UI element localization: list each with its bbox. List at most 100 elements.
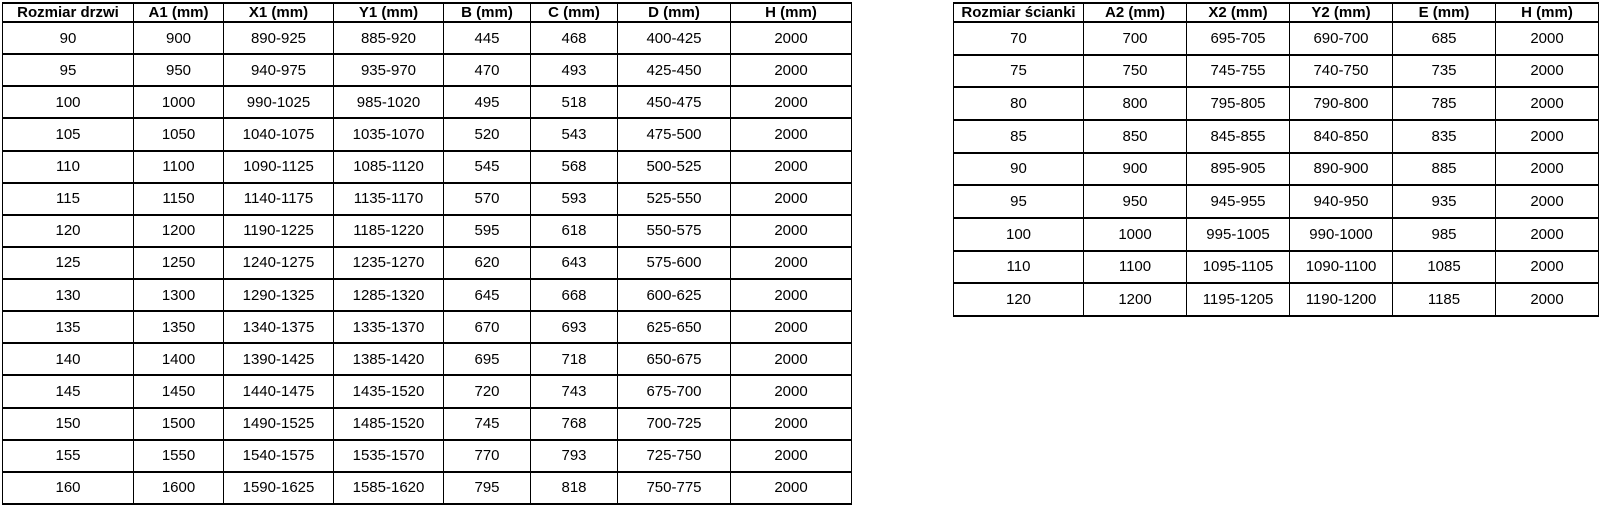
table-cell: 1390-1425 — [223, 342, 334, 377]
column-header: Y1 (mm) — [333, 2, 444, 23]
table-cell: 95 — [953, 184, 1084, 219]
table-cell: 885 — [1392, 151, 1496, 187]
table-cell: 400-425 — [617, 20, 731, 56]
table-cell: 750-775 — [617, 470, 731, 506]
table-cell: 568 — [530, 149, 618, 184]
table-cell: 425-450 — [617, 53, 731, 88]
table-cell: 1185 — [1392, 282, 1496, 317]
table-row: 85 850 845-855 840-850 835 2000 — [953, 118, 1599, 154]
table-cell: 75 — [953, 53, 1084, 89]
column-header: D (mm) — [617, 2, 731, 23]
column-header: C (mm) — [530, 2, 618, 23]
table-cell: 625-650 — [617, 310, 731, 345]
table-cell: 985 — [1392, 216, 1496, 252]
table-row: 80 800 795-805 790-800 785 2000 — [953, 86, 1599, 121]
table-cell: 140 — [2, 342, 134, 377]
table-cell: 130 — [2, 277, 134, 313]
table-cell: 493 — [530, 53, 618, 88]
table-cell: 450-475 — [617, 85, 731, 120]
table-cell: 2000 — [1495, 53, 1599, 89]
table-cell: 525-550 — [617, 181, 731, 216]
table-cell: 1085-1120 — [333, 149, 444, 184]
table-cell: 668 — [530, 277, 618, 313]
table-cell: 693 — [530, 310, 618, 345]
table-cell: 495 — [443, 85, 531, 120]
table-row: 145 1450 1440-1475 1435-1520 720 743 675-700 20… — [2, 374, 852, 409]
table-cell: 1540-1575 — [223, 438, 334, 473]
table-cell: 2000 — [1495, 216, 1599, 252]
table-cell: 1400 — [133, 342, 224, 377]
table-cell: 100 — [953, 216, 1084, 252]
table-row: 100 1000 990-1025 985-1020 495 518 450-475 2000 — [2, 85, 852, 120]
door-table-header-row: Rozmiar drzwi A1 (mm) X1 (mm) Y1 (mm) B (mm)… — [2, 2, 852, 23]
table-cell: 2000 — [730, 245, 852, 281]
table-row: 150 1500 1490-1525 1485-1520 745 768 700-725 20… — [2, 406, 852, 441]
table-row: 75 750 745-755 740-750 735 2000 — [953, 53, 1599, 89]
table-cell: 695 — [443, 342, 531, 377]
table-cell: 745 — [443, 406, 531, 441]
table-cell: 2000 — [1495, 151, 1599, 187]
table-cell: 120 — [953, 282, 1084, 317]
table-cell: 720 — [443, 374, 531, 409]
table-cell: 1195-1205 — [1186, 282, 1290, 317]
table-row: 155 1550 1540-1575 1535-1570 770 793 725-750 20… — [2, 438, 852, 473]
column-header: E (mm) — [1392, 2, 1496, 23]
table-cell: 895-905 — [1186, 151, 1290, 187]
table-cell: 2000 — [730, 117, 852, 152]
column-header: H (mm) — [1495, 2, 1599, 23]
table-cell: 2000 — [730, 438, 852, 473]
table-cell: 445 — [443, 20, 531, 56]
table-cell: 840-850 — [1289, 118, 1393, 154]
table-cell: 110 — [2, 149, 134, 184]
table-cell: 2000 — [730, 20, 852, 56]
table-cell: 2000 — [730, 374, 852, 409]
table-cell: 1435-1520 — [333, 374, 444, 409]
table-cell: 2000 — [730, 85, 852, 120]
table-cell: 1285-1320 — [333, 277, 444, 313]
table-cell: 2000 — [730, 213, 852, 248]
table-cell: 575-600 — [617, 245, 731, 281]
table-cell: 1200 — [1083, 282, 1187, 317]
table-cell: 890-925 — [223, 20, 334, 56]
table-cell: 643 — [530, 245, 618, 281]
table-cell: 645 — [443, 277, 531, 313]
column-header: Rozmiar ścianki — [953, 2, 1084, 23]
table-cell: 2000 — [730, 277, 852, 313]
table-row: 90 900 895-905 890-900 885 2000 — [953, 151, 1599, 187]
table-cell: 135 — [2, 310, 134, 345]
wall-table-header-row: Rozmiar ścianki A2 (mm) X2 (mm) Y2 (mm) E (m… — [953, 2, 1599, 23]
table-cell: 650-675 — [617, 342, 731, 377]
table-cell: 890-900 — [1289, 151, 1393, 187]
table-cell: 935-970 — [333, 53, 444, 88]
table-cell: 750 — [1083, 53, 1187, 89]
table-cell: 468 — [530, 20, 618, 56]
table-cell: 595 — [443, 213, 531, 248]
table-cell: 1500 — [133, 406, 224, 441]
table-cell: 70 — [953, 21, 1084, 56]
table-cell: 545 — [443, 149, 531, 184]
table-cell: 790-800 — [1289, 86, 1393, 121]
table-cell: 835 — [1392, 118, 1496, 154]
table-cell: 1440-1475 — [223, 374, 334, 409]
table-row: 100 1000 995-1005 990-1000 985 2000 — [953, 216, 1599, 252]
table-cell: 1490-1525 — [223, 406, 334, 441]
table-row: 120 1200 1195-1205 1190-1200 1185 2000 — [953, 282, 1599, 317]
column-header: Rozmiar drzwi — [2, 2, 134, 23]
table-cell: 160 — [2, 470, 134, 506]
table-cell: 685 — [1392, 21, 1496, 56]
table-cell: 1335-1370 — [333, 310, 444, 345]
table-cell: 1350 — [133, 310, 224, 345]
table-row: 130 1300 1290-1325 1285-1320 645 668 600-625 20… — [2, 277, 852, 313]
table-cell: 1585-1620 — [333, 470, 444, 506]
table-cell: 985-1020 — [333, 85, 444, 120]
table-cell: 1300 — [133, 277, 224, 313]
table-cell: 1290-1325 — [223, 277, 334, 313]
table-cell: 620 — [443, 245, 531, 281]
table-cell: 1000 — [1083, 216, 1187, 252]
table-row: 160 1600 1590-1625 1585-1620 795 818 750-775 20… — [2, 470, 852, 506]
table-row: 70 700 695-705 690-700 685 2000 — [953, 21, 1599, 56]
table-cell: 2000 — [730, 181, 852, 216]
table-cell: 845-855 — [1186, 118, 1290, 154]
table-cell: 95 — [2, 53, 134, 88]
table-cell: 795-805 — [1186, 86, 1290, 121]
